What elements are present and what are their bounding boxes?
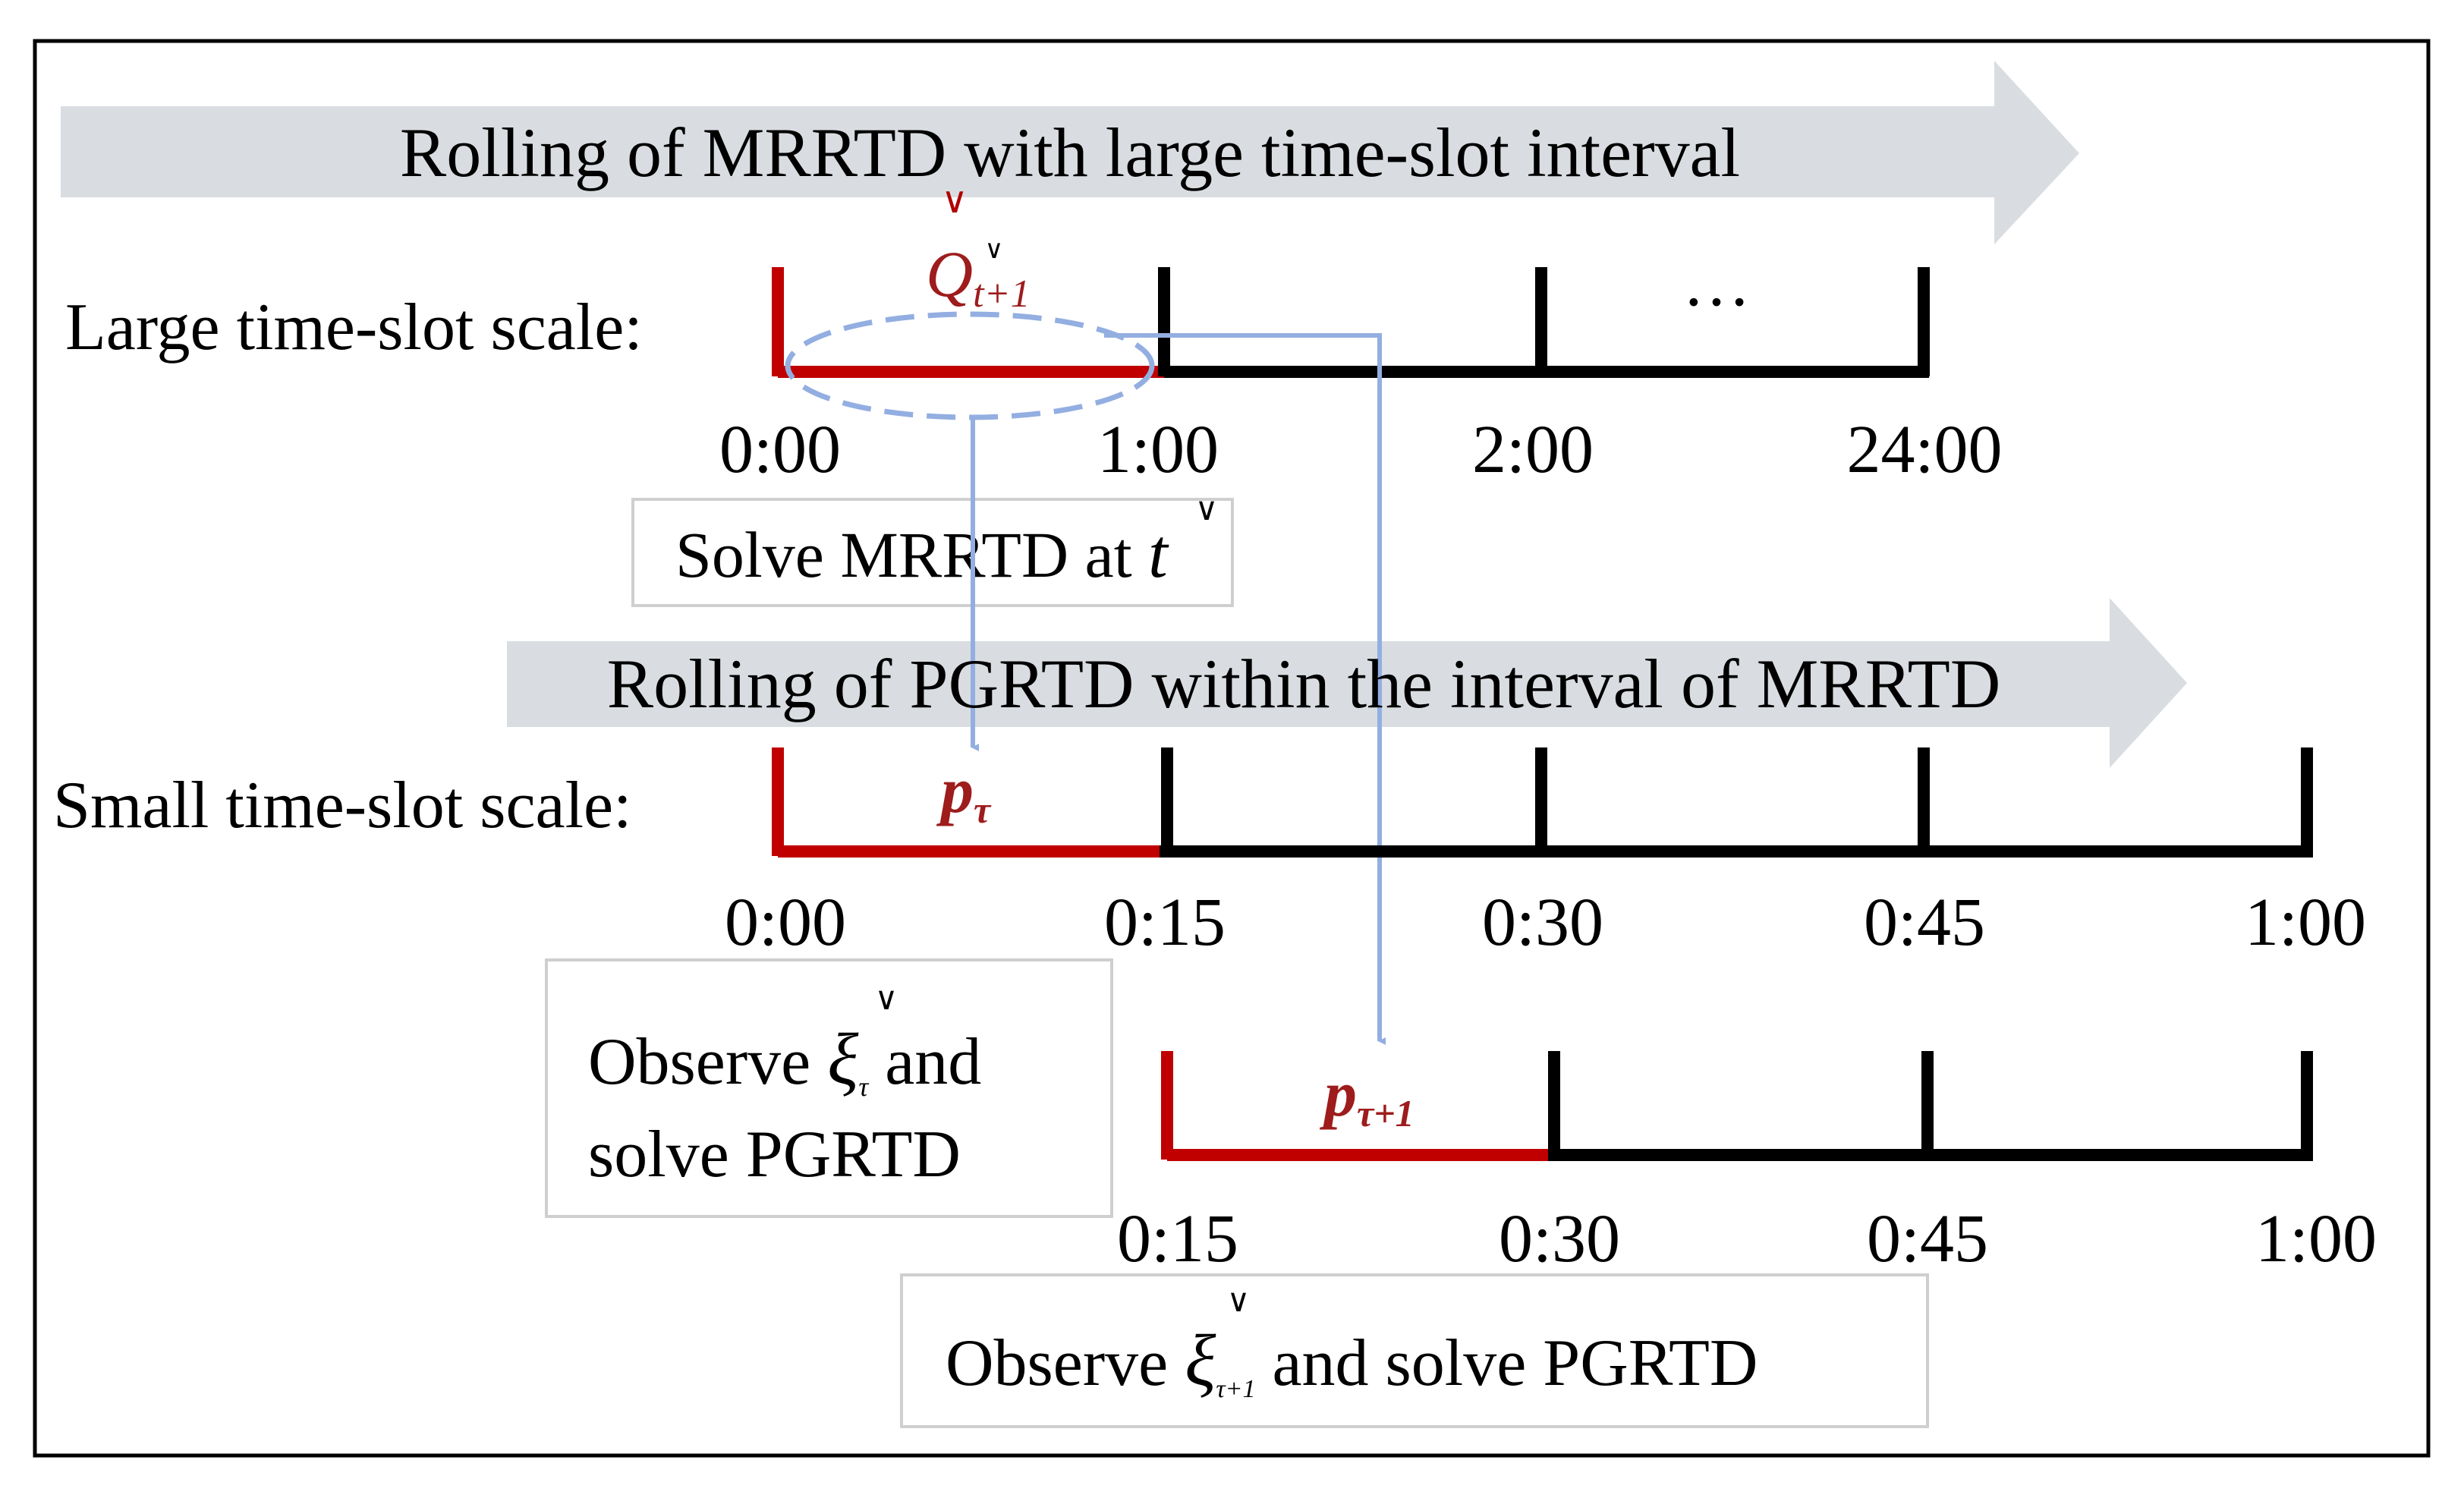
xi-check-mark-1: ∨ (875, 982, 898, 1017)
t-check-mark: ∨ (1195, 493, 1219, 527)
current-slot-ellipse (785, 311, 1155, 420)
solve-mrrtd-label: Solve MRRTD at (675, 518, 1148, 591)
small-tick-label-4: 1:00 (2245, 885, 2366, 960)
observe-1-var: ξ (827, 1018, 859, 1100)
xi-check-mark-2: ∨ (1227, 1284, 1251, 1319)
small-scale-label: Small time-slot scale: (53, 769, 632, 842)
observe-2-pre: Observe (946, 1326, 1185, 1400)
observe-box-1 (545, 958, 1113, 1218)
small-tick-label-2: 0:30 (1482, 885, 1603, 960)
solve-mrrtd-text: Solve MRRTD at t (675, 515, 1169, 592)
p-tau-main: p (936, 754, 974, 826)
q-symbol-sub: t+1 (973, 272, 1031, 316)
p-tau1-symbol: pτ+1 (1319, 1057, 1415, 1135)
observe-box-2 (900, 1273, 1929, 1428)
large-rolling-label: Rolling of MRRTD with large time-slot in… (400, 114, 1740, 191)
observe-2-post: and solve PGRTD (1255, 1326, 1758, 1400)
second-tick-label-1: 0:30 (1499, 1201, 1620, 1276)
observe-1-sub: τ (858, 1072, 869, 1102)
observe-2-line: Observe ξτ+1 and solve PGRTD (946, 1320, 1758, 1403)
q-symbol: Qt+1 (926, 238, 1031, 316)
second-tick-label-2: 0:45 (1867, 1201, 1988, 1276)
p-tau1-sub: τ+1 (1357, 1092, 1415, 1135)
second-tick-label-0: 0:15 (1117, 1201, 1238, 1276)
p-tau-symbol: pτ (936, 754, 992, 831)
p-tau1-main: p (1319, 1057, 1357, 1130)
small-tick-label-3: 0:45 (1864, 885, 1985, 960)
q-sub-check-mark: ∨ (985, 236, 1004, 264)
solve-mrrtd-box (631, 498, 1234, 607)
large-ellipsis: … (1682, 245, 1751, 320)
second-tick-label-3: 1:00 (2255, 1201, 2377, 1276)
q-symbol-main: Q (926, 238, 973, 310)
large-tick-label-0: 0:00 (719, 412, 841, 487)
small-tick-label-0: 0:00 (725, 885, 846, 960)
large-tick-label-3: 24:00 (1846, 412, 2002, 487)
large-tick-label-1: 1:00 (1097, 412, 1219, 487)
observe-1-line1: Observe ξτ and (588, 1018, 981, 1102)
small-tick-label-1: 0:15 (1104, 885, 1226, 960)
large-rolling-arrow (61, 61, 2079, 244)
observe-1-pre: Observe (588, 1025, 827, 1099)
small-rolling-arrow (507, 598, 2187, 768)
small-rolling-label: Rolling of PGRTD within the interval of … (607, 645, 2001, 722)
p-tau-sub: τ (974, 788, 992, 831)
solve-mrrtd-var: t (1148, 515, 1169, 592)
large-scale-label: Large time-slot scale: (65, 291, 643, 364)
outer-frame (33, 39, 2431, 1458)
observe-1-line2: solve PGRTD (588, 1118, 961, 1191)
observe-2-sub: τ+1 (1216, 1375, 1255, 1403)
observe-1-post: and (868, 1025, 981, 1099)
flow-arrow-to-second-row (1104, 333, 1386, 1045)
observe-2-var: ξ (1185, 1320, 1216, 1401)
q-check-mark: ∨ (941, 181, 968, 221)
large-tick-label-2: 2:00 (1472, 412, 1594, 487)
